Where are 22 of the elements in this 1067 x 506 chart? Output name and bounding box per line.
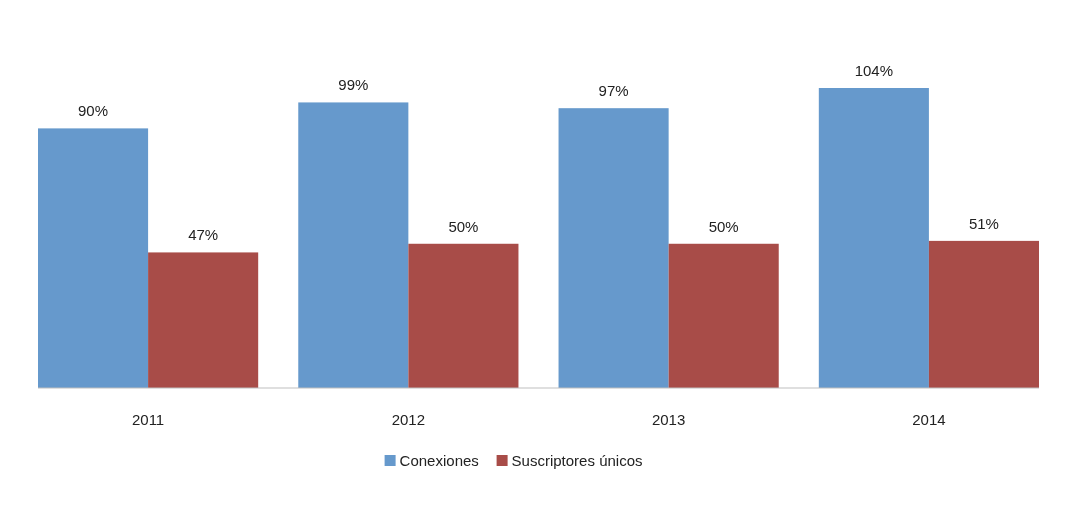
x-tick-label: 2011: [131, 411, 165, 428]
bar: [408, 243, 519, 388]
data-label: 50%: [448, 217, 479, 235]
bar: [298, 102, 409, 388]
legend-label: Conexiones: [399, 452, 479, 469]
data-label: 104%: [854, 62, 894, 79]
bar: [38, 128, 149, 388]
data-label: 51%: [968, 214, 999, 232]
legend-label: Suscriptores únicos: [511, 452, 643, 469]
x-tick-label: 2012: [391, 411, 426, 428]
bar: [148, 252, 259, 388]
bar: [928, 240, 1039, 388]
data-label: 50%: [708, 217, 739, 235]
data-label: 99%: [338, 76, 369, 94]
data-label: 90%: [78, 102, 109, 120]
bar: [818, 88, 929, 388]
data-label: 47%: [188, 226, 219, 244]
bar: [668, 243, 779, 388]
x-tick-label: 2013: [651, 411, 686, 428]
bar: [558, 108, 669, 388]
data-label: 97%: [598, 82, 629, 100]
x-tick-label: 2014: [912, 411, 946, 428]
